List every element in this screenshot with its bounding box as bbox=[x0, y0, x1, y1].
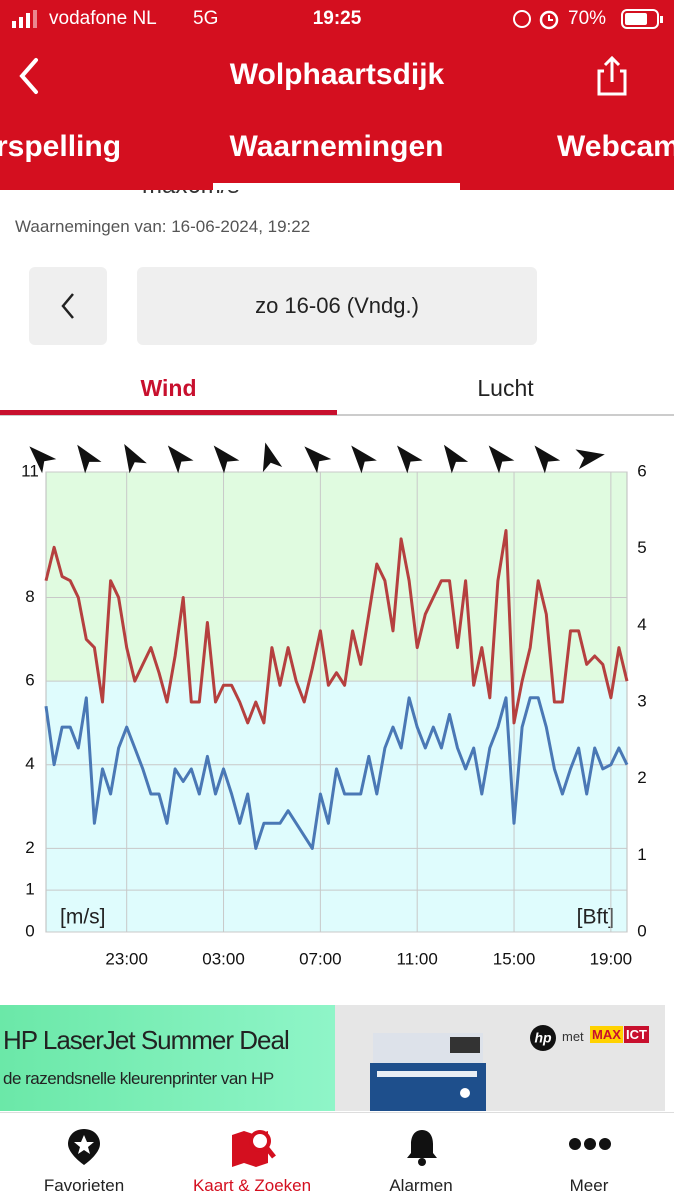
y-tick-label: 11 bbox=[21, 461, 39, 480]
nav-label-active[interactable]: Kaart & Zoeken bbox=[192, 1176, 312, 1195]
ad-banner: HP LaserJet Summer Deal de razendsnelle … bbox=[0, 1005, 335, 1111]
wind-chart: [m/s] [Bft] 0 1 2 4 6 8 11 0 1 2 3 4 5 6 23:00 03:00 07:… bbox=[21, 442, 647, 968]
tab-active[interactable]: Waarnemingen bbox=[229, 130, 444, 163]
direction-arrow bbox=[213, 445, 240, 474]
ad-ict: ICT bbox=[624, 1026, 649, 1043]
direction-arrow bbox=[77, 444, 102, 474]
y2-tick-label: 4 bbox=[637, 615, 646, 634]
y-tick-label: 6 bbox=[25, 671, 34, 690]
observation-time: Waarnemingen van: 16-06-2024, 19:22 bbox=[15, 217, 311, 236]
battery-icon bbox=[621, 9, 663, 29]
app-header: vodafone NL 5G 19:25 70% Wolphaartsdijk … bbox=[0, 0, 674, 190]
ad-headline: HP LaserJet Summer Deal bbox=[3, 1025, 290, 1055]
y-tick-label: 2 bbox=[25, 838, 34, 857]
y-tick-label: 1 bbox=[25, 880, 34, 899]
x-tick-label: 07:00 bbox=[299, 949, 342, 968]
sub-tab-indicator bbox=[0, 410, 337, 415]
y-tick-label: 4 bbox=[25, 754, 34, 773]
direction-arrow bbox=[575, 449, 605, 470]
carrier: vodafone NL bbox=[49, 8, 157, 29]
bottom-navigation: Favorieten Kaart & Zoeken Alarmen Meer bbox=[0, 1112, 674, 1201]
ad-subline: de razendsnelle kleurenprinter van HP bbox=[3, 1069, 274, 1088]
nav-label[interactable]: Meer bbox=[569, 1176, 609, 1195]
signal-icon bbox=[12, 10, 37, 28]
status-icons bbox=[513, 10, 559, 30]
direction-arrow bbox=[124, 444, 147, 474]
tab[interactable]: Webcam bbox=[557, 130, 674, 163]
tab[interactable]: rspelling bbox=[0, 130, 122, 163]
chart-body: [m/s] [Bft] 0 1 2 4 6 8 11 0 1 2 3 4 5 6 23:00 03:00 07:… bbox=[21, 442, 647, 968]
hp-logo: hp bbox=[530, 1025, 556, 1051]
ad-max: MAX bbox=[590, 1026, 623, 1043]
y2-tick-label: 5 bbox=[637, 538, 646, 557]
divider bbox=[0, 414, 674, 416]
direction-arrow bbox=[262, 442, 283, 473]
direction-arrow bbox=[304, 446, 332, 474]
x-tick-label: 15:00 bbox=[493, 949, 536, 968]
series-line bbox=[44, 529, 629, 725]
advertisement[interactable]: HP LaserJet Summer Deal de razendsnelle … bbox=[0, 1005, 665, 1111]
direction-arrow bbox=[397, 445, 423, 474]
printer-image bbox=[370, 1033, 486, 1111]
y2-tick-label: 3 bbox=[637, 691, 646, 710]
date-button[interactable]: zo 16-06 (Vndg.) bbox=[137, 267, 537, 345]
map-search-icon[interactable] bbox=[228, 1127, 278, 1169]
tab-indicator bbox=[213, 183, 460, 190]
series-line bbox=[44, 696, 629, 850]
alarm-icon[interactable] bbox=[405, 1127, 439, 1167]
x-tick-label: 23:00 bbox=[105, 949, 148, 968]
chevron bbox=[61, 293, 74, 319]
nav-label[interactable]: Alarmen bbox=[389, 1176, 453, 1195]
direction-arrow bbox=[488, 445, 515, 474]
ad-met: met bbox=[562, 1029, 584, 1044]
previous-day-button[interactable] bbox=[29, 267, 107, 345]
hp-text: hp bbox=[534, 1030, 552, 1046]
y2-tick-label: 2 bbox=[637, 768, 646, 787]
direction-arrow bbox=[443, 444, 469, 474]
clock: 19:25 bbox=[312, 8, 362, 29]
direction-arrow bbox=[167, 445, 194, 474]
x-tick-label: 19:00 bbox=[590, 949, 633, 968]
y-axis-label: [m/s] bbox=[60, 906, 106, 929]
y-tick-label: 8 bbox=[25, 587, 34, 606]
battery-level: 70% bbox=[568, 8, 607, 29]
y-tick-label: 0 bbox=[25, 921, 34, 940]
nav-label[interactable]: Favorieten bbox=[43, 1176, 125, 1195]
favorites-icon[interactable] bbox=[66, 1127, 102, 1167]
y2-tick-label: 0 bbox=[637, 921, 646, 940]
x-tick-label: 03:00 bbox=[202, 949, 245, 968]
direction-arrow bbox=[351, 445, 377, 474]
more-icon[interactable] bbox=[568, 1137, 612, 1151]
x-tick-label: 11:00 bbox=[397, 949, 438, 968]
share-button[interactable] bbox=[595, 55, 629, 97]
direction-arrow bbox=[534, 445, 561, 474]
sub-tab[interactable]: Lucht bbox=[477, 375, 534, 401]
direction-arrow bbox=[29, 446, 57, 474]
back-button[interactable] bbox=[12, 55, 46, 97]
page-title: Wolphaartsdijk bbox=[229, 58, 445, 91]
background-band bbox=[46, 472, 627, 682]
network: 5G bbox=[193, 8, 219, 29]
y2-tick-label: 1 bbox=[637, 845, 646, 864]
y2-axis-label: [Bft] bbox=[577, 906, 614, 929]
sub-tab-active[interactable]: Wind bbox=[140, 375, 197, 401]
background-band bbox=[46, 681, 627, 932]
y2-tick-label: 6 bbox=[637, 461, 646, 480]
